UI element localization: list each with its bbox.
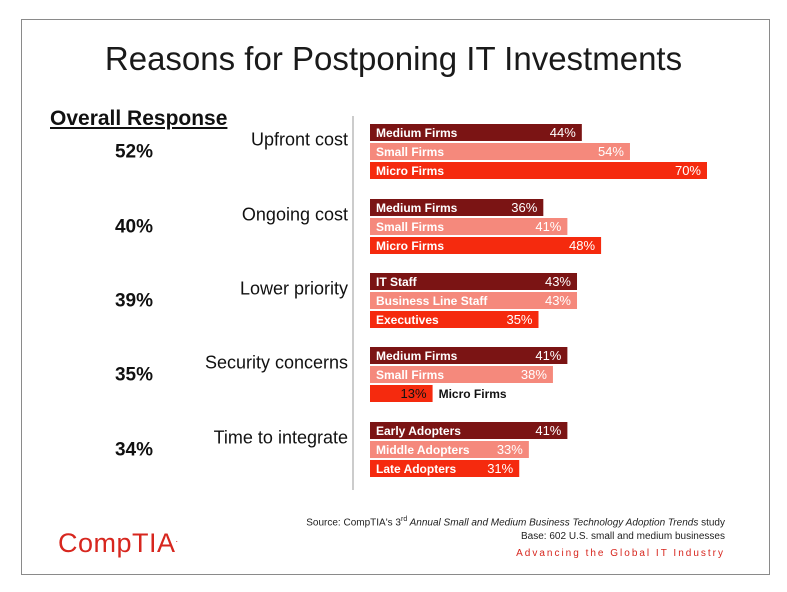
- base-note: Base: 602 U.S. small and medium business…: [521, 531, 725, 542]
- source-suffix: study: [698, 517, 725, 529]
- comptia-logo: CompTIA.: [58, 528, 179, 559]
- bar: [370, 199, 544, 216]
- bar: [370, 422, 568, 439]
- logo-text: CompTIA: [58, 528, 176, 558]
- segment-label: Micro Firms: [376, 239, 444, 253]
- overall-percent-label: 39%: [115, 291, 153, 312]
- segment-label: Late Adopters: [376, 462, 457, 476]
- value-label: 41%: [535, 423, 561, 438]
- segment-label: Early Adopters: [376, 424, 461, 438]
- logo-mark: .: [175, 534, 179, 544]
- segment-label: IT Staff: [376, 275, 418, 289]
- overall-percent-label: 34%: [115, 440, 153, 461]
- value-label: 70%: [675, 163, 701, 178]
- reason-label: Security concerns: [205, 353, 348, 373]
- bar: [370, 218, 568, 235]
- bar: [370, 311, 539, 328]
- value-label: 13%: [401, 386, 427, 401]
- segment-label: Small Firms: [376, 220, 444, 234]
- value-label: 36%: [511, 200, 537, 215]
- segment-label: Small Firms: [376, 145, 444, 159]
- value-label: 38%: [521, 367, 547, 382]
- segment-label: Medium Firms: [376, 349, 458, 363]
- value-label: 43%: [545, 293, 571, 308]
- source-ordinal-suffix: rd: [400, 516, 408, 523]
- bar: [370, 460, 520, 477]
- segment-label: Executives: [376, 313, 439, 327]
- value-label: 41%: [535, 219, 561, 234]
- bar: [370, 124, 582, 141]
- bar: [370, 292, 578, 309]
- source-title: Annual Small and Medium Business Technol…: [407, 517, 699, 529]
- bar: [370, 273, 578, 290]
- source-note: Source: CompTIA's 3rd Annual Small and M…: [306, 516, 725, 528]
- bar: [370, 385, 433, 402]
- reason-label: Ongoing cost: [242, 205, 348, 225]
- source-ordinal: 3: [395, 517, 401, 529]
- value-label: 35%: [506, 312, 532, 327]
- bar: [370, 162, 707, 179]
- reason-label: Upfront cost: [251, 130, 348, 150]
- bar: [370, 237, 602, 254]
- value-label: 33%: [497, 442, 523, 457]
- bar: [370, 441, 529, 458]
- overall-percent-label: 40%: [115, 217, 153, 238]
- bar: [370, 366, 553, 383]
- reason-label: Lower priority: [240, 279, 348, 299]
- overall-response-heading: Overall Response: [50, 107, 228, 130]
- segment-label: Small Firms: [376, 368, 444, 382]
- segment-label: Micro Firms: [439, 387, 507, 401]
- segment-label: Medium Firms: [376, 201, 458, 215]
- bar: [370, 143, 630, 160]
- overall-percent-label: 52%: [115, 142, 153, 163]
- chart-title: Reasons for Postponing IT Investments: [104, 40, 683, 77]
- tagline: Advancing the Global IT Industry: [516, 548, 725, 559]
- value-label: 43%: [545, 274, 571, 289]
- value-label: 48%: [569, 238, 595, 253]
- value-label: 31%: [487, 461, 513, 476]
- value-label: 41%: [535, 348, 561, 363]
- overall-percent-label: 35%: [115, 365, 153, 386]
- segment-label: Medium Firms: [376, 126, 458, 140]
- segment-label: Middle Adopters: [376, 443, 470, 457]
- reason-label: Time to integrate: [214, 428, 348, 448]
- value-label: 54%: [598, 144, 624, 159]
- value-label: 44%: [550, 125, 576, 140]
- segment-label: Micro Firms: [376, 164, 444, 178]
- source-prefix: Source: CompTIA's: [306, 517, 396, 529]
- segment-label: Business Line Staff: [376, 294, 488, 308]
- bar: [370, 347, 568, 364]
